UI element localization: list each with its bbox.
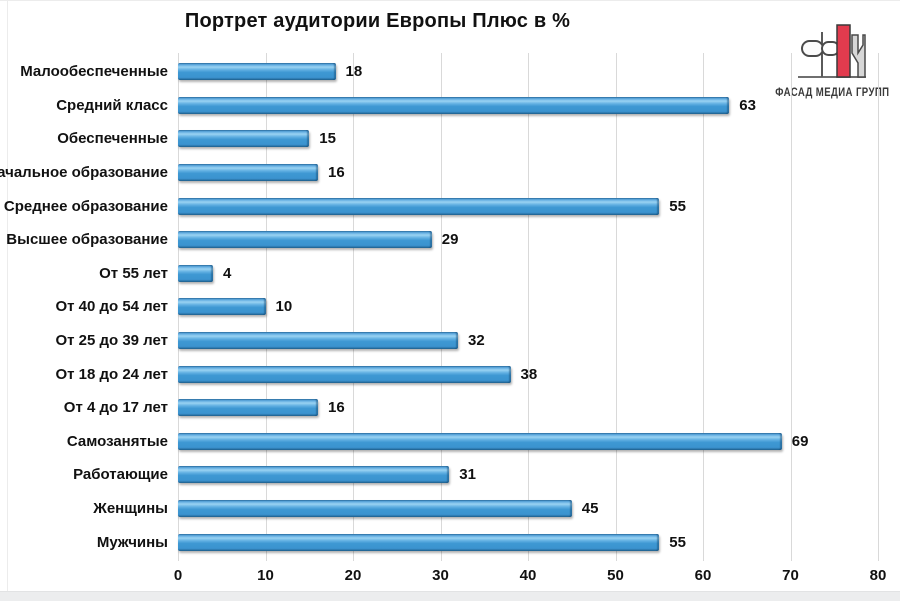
value-label: 69 [791,432,809,450]
bar-row: 45 [178,492,878,526]
bar [178,466,450,484]
value-label: 45 [581,500,599,518]
category-label: Мужчины [96,533,168,551]
category-label: От 55 лет [99,264,168,282]
x-tick-label: 60 [694,567,712,584]
value-label: 10 [275,298,293,316]
bar-row: 63 [178,89,878,123]
plot-area: 18 63 15 16 55 29 4 10 32 38 16 69 31 45 55 [178,53,879,561]
category-label: От 18 до 24 лет [55,365,168,383]
bar-row: 55 [178,525,878,559]
x-tick-label: 10 [257,567,274,584]
x-tick-label: 20 [344,567,362,584]
value-label: 15 [319,130,336,148]
category-axis: Малообеспеченные Средний класс Обеспеченны… [0,55,168,559]
gridline-60 [703,53,704,561]
bar [178,96,730,114]
bar-row: 4 [178,257,878,291]
x-tick-label: 70 [782,567,799,584]
value-label: 63 [739,96,756,114]
category-label: Начальное образование [0,164,168,182]
bar [178,197,660,215]
bar [178,432,782,450]
bar [178,264,213,282]
category-label: Средний класс [56,96,168,114]
bar [178,130,310,148]
value-label: 55 [669,533,686,551]
x-tick-label: 40 [519,567,537,584]
logo-text: ФАСАД МЕДИА ГРУПП [774,85,890,99]
category-label: От 25 до 39 лет [55,332,168,350]
bar-row: 16 [178,391,878,425]
gridline-50 [615,53,617,561]
bar-row: 55 [178,189,878,223]
bar-row: 16 [178,156,878,190]
bar-row: 38 [178,357,878,391]
bar [178,332,458,350]
category-label: Работающие [73,466,168,484]
logo-mark [798,24,866,78]
value-label: 29 [441,231,459,249]
category-label: Обеспеченные [57,130,168,148]
bar-row: 32 [178,324,878,358]
gridline-30 [440,53,442,561]
chart-title: Портрет аудитории Европы Плюс в % [184,10,571,32]
value-label: 16 [328,164,345,182]
category-label: От 4 до 17 лет [63,399,168,417]
bar-row: 29 [178,223,878,257]
page-edge-line [7,1,8,591]
bar-row: 18 [178,55,878,89]
x-tick-label: 0 [173,567,183,584]
value-label: 32 [468,332,485,350]
value-label: 4 [223,264,232,282]
value-label: 31 [459,466,476,484]
category-label: Самозанятые [66,432,168,450]
bar [178,533,660,551]
x-tick-label: 30 [432,567,449,584]
x-tick-label: 80 [869,567,887,584]
bar [178,500,572,518]
gridline-40 [528,53,529,561]
bar [178,298,266,316]
gridline-80 [878,53,879,561]
value-label: 16 [328,399,345,417]
gridline-10 [265,53,267,561]
category-label: Среднее образование [3,197,168,215]
category-label: Малообеспеченные [20,63,168,81]
bar [178,164,318,182]
bar [178,365,511,383]
bar [178,231,432,249]
bar [178,63,336,81]
bar-row: 10 [178,290,878,324]
category-label: От 40 до 54 лет [55,298,168,316]
category-label: Женщины [93,500,168,518]
x-tick-label: 50 [607,567,624,584]
value-axis: 0 10 20 30 40 50 60 70 80 [174,567,887,587]
value-label: 18 [345,63,363,81]
bar-row: 69 [178,425,878,459]
gridline-20 [353,53,354,561]
value-label: 55 [669,197,686,215]
gridline-70 [790,53,792,561]
bar [178,399,318,417]
category-label: Высшее образование [6,231,168,249]
bar-rows: 18 63 15 16 55 29 4 10 32 38 16 69 31 45 55 [178,55,878,559]
bar-row: 31 [178,458,878,492]
value-label: 38 [520,365,538,383]
logo: ФАСАД МЕДИА ГРУПП [774,19,890,99]
bottom-strip [0,591,900,601]
bar-row: 15 [178,122,878,156]
